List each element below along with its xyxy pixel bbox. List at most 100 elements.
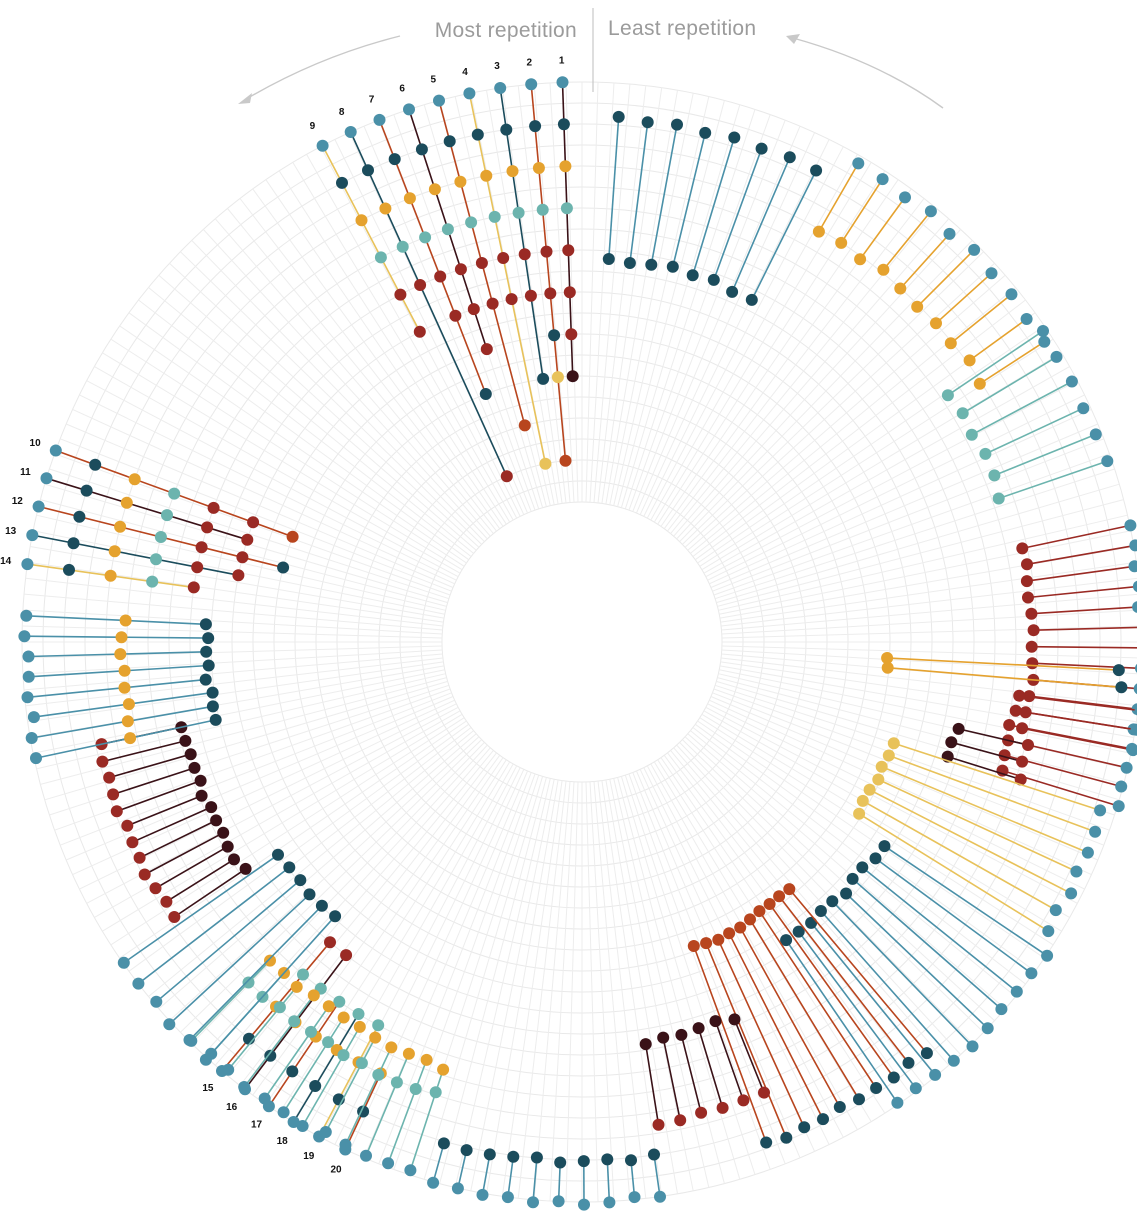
data-point: [480, 343, 493, 356]
data-point: [699, 126, 712, 139]
data-point: [1132, 601, 1137, 613]
data-point: [486, 297, 499, 310]
data-point: [891, 1096, 904, 1109]
data-point: [1037, 325, 1049, 337]
data-point: [497, 252, 510, 264]
data-point: [437, 1063, 450, 1076]
data-point: [556, 76, 569, 89]
series-stem: [188, 905, 323, 1041]
data-point: [911, 300, 924, 313]
series-stem: [165, 858, 235, 903]
data-point: [206, 686, 219, 699]
series-stem: [644, 1043, 660, 1125]
rank-label: 16: [226, 1102, 238, 1113]
data-point: [303, 888, 316, 901]
data-point: [221, 840, 234, 853]
grid-spoke: [439, 777, 547, 1184]
series-stem: [457, 1149, 468, 1189]
data-point: [443, 135, 456, 148]
data-point: [494, 82, 507, 94]
series-stem: [378, 119, 487, 395]
series-stem: [672, 132, 706, 267]
data-point: [372, 1019, 385, 1032]
grid-spoke: [86, 380, 459, 578]
grid-spoke: [676, 229, 962, 540]
data-point: [379, 202, 392, 215]
data-point: [126, 836, 139, 849]
grid-spoke: [22, 609, 443, 635]
data-point: [121, 819, 134, 832]
data-point: [362, 164, 374, 177]
grid-spoke: [227, 208, 494, 534]
data-point: [920, 1047, 933, 1060]
grid-spoke: [690, 730, 1016, 997]
data-point: [1025, 967, 1038, 980]
data-point: [283, 861, 296, 874]
grid-spoke: [653, 162, 872, 523]
data-point: [427, 1176, 440, 1189]
grid-spoke: [239, 198, 497, 532]
series-stem: [869, 789, 1072, 895]
series-stem: [887, 657, 1119, 671]
series-stem: [947, 330, 1044, 396]
data-point: [878, 840, 891, 853]
data-point: [773, 890, 786, 903]
data-point: [578, 1198, 590, 1211]
data-point: [207, 501, 220, 514]
grid-spoke: [202, 229, 488, 540]
grid-spoke: [721, 577, 1137, 627]
data-point: [552, 1195, 565, 1208]
data-point: [454, 175, 467, 188]
data-point: [728, 1013, 741, 1026]
grid-spoke: [605, 779, 678, 1194]
data-point: [548, 329, 561, 342]
data-point: [1010, 985, 1023, 998]
grid-spoke: [517, 781, 567, 1199]
data-point: [20, 609, 33, 622]
data-point: [780, 934, 793, 947]
series-stem: [268, 1001, 340, 1107]
data-point: [712, 933, 725, 946]
data-point: [388, 153, 401, 166]
grid-spoke: [690, 287, 1016, 554]
data-point: [760, 1136, 773, 1149]
grid-spoke: [334, 139, 521, 517]
data-point: [40, 472, 53, 485]
data-point: [639, 1038, 652, 1051]
data-point: [286, 530, 299, 543]
data-point: [1050, 350, 1063, 363]
grid-spoke: [699, 717, 1054, 946]
grid-spoke: [705, 380, 1078, 578]
data-point: [25, 732, 38, 744]
grid-spoke: [94, 366, 461, 574]
data-point: [1070, 865, 1083, 878]
grid-spoke: [609, 779, 694, 1191]
right-heading: Least repetition: [608, 17, 756, 40]
data-point: [353, 1020, 366, 1033]
data-point: [402, 1047, 415, 1060]
series-stem: [190, 960, 271, 1042]
grid-spoke: [66, 696, 454, 861]
series-stem: [481, 1154, 491, 1196]
data-point: [854, 253, 867, 266]
data-point: [437, 1137, 450, 1150]
grid-ring: [441, 501, 723, 783]
data-point: [258, 1092, 271, 1105]
series-stem: [818, 162, 859, 233]
data-point: [601, 1153, 614, 1166]
grid-spoke: [721, 645, 1137, 659]
data-point: [339, 1138, 352, 1151]
data-point: [236, 551, 249, 564]
data-point: [1014, 773, 1027, 786]
data-point: [429, 1086, 442, 1099]
rank-label: 3: [494, 61, 500, 72]
grid-spoke: [657, 759, 886, 1114]
data-point: [929, 1068, 942, 1081]
grid-spoke: [292, 162, 511, 523]
series-stem: [137, 866, 290, 985]
chart-marks: [18, 76, 1137, 1211]
data-point: [488, 210, 501, 223]
grid-spoke: [684, 736, 995, 1022]
data-point: [199, 618, 212, 631]
data-point: [415, 143, 428, 156]
